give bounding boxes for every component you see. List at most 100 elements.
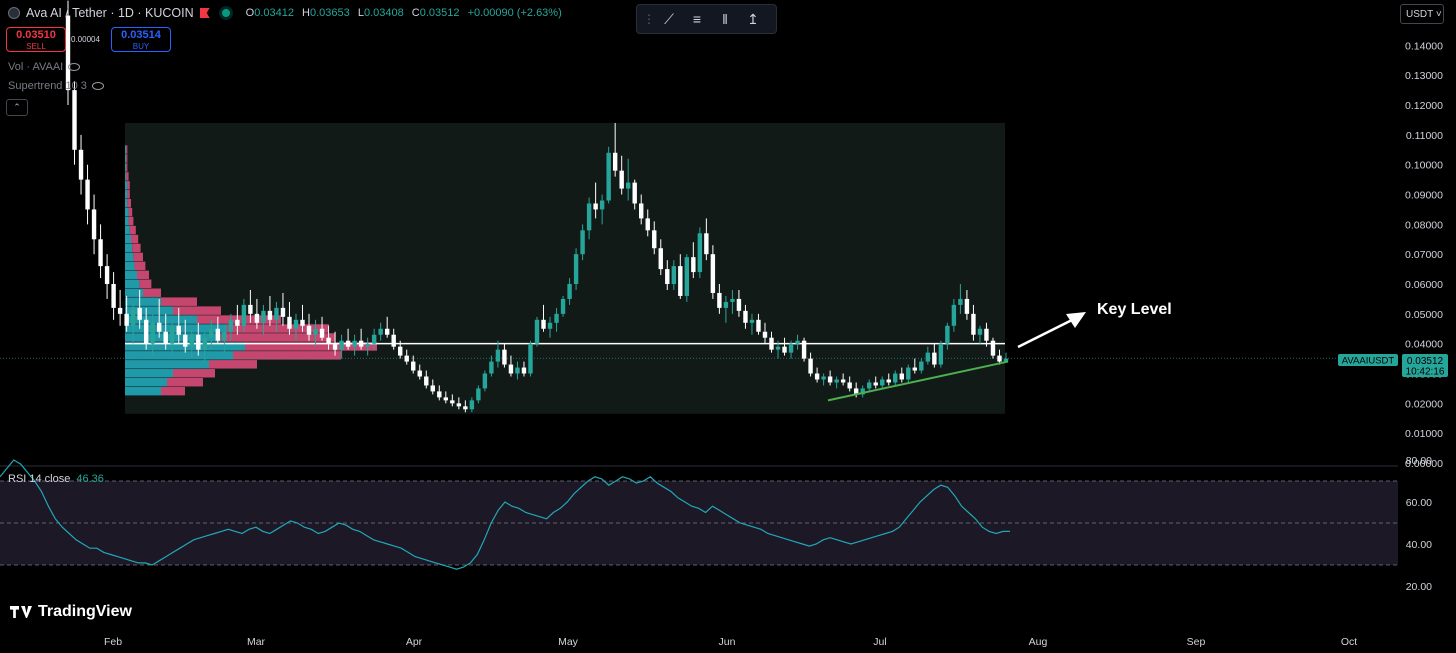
candle-body: [808, 358, 813, 374]
candle-body: [378, 328, 383, 335]
vp-bear-bar: [132, 243, 141, 253]
candle-body: [840, 379, 846, 383]
vp-bear-bar: [134, 261, 146, 271]
ohlc-open: 0.03412: [254, 7, 294, 19]
horizontal-lines-icon[interactable]: ≡: [692, 11, 702, 27]
long-position-icon[interactable]: ↥: [747, 11, 759, 27]
watermark-text: TradingView: [38, 603, 132, 620]
candle-body: [430, 385, 435, 392]
sell-button[interactable]: 0.03510 SELL: [6, 27, 66, 52]
ohlc-values: O0.03412 H0.03653 L0.03408 C0.03512 +0.0…: [246, 7, 567, 19]
candle-body: [625, 182, 631, 189]
candle-body: [332, 343, 338, 350]
candle-body: [691, 257, 696, 273]
candle-body: [456, 403, 462, 407]
vp-bull-bar: [125, 297, 161, 306]
vp-bear-bar: [137, 270, 149, 280]
candle-body: [964, 298, 970, 314]
candle-body: [599, 200, 605, 210]
drag-handle-icon[interactable]: ⋮: [643, 12, 655, 26]
collapse-legend-button[interactable]: ⌃: [6, 99, 28, 116]
candle-body: [573, 254, 579, 285]
candle-body: [997, 355, 1002, 362]
candle-body: [117, 307, 123, 314]
candle-body: [280, 307, 286, 317]
currency-select[interactable]: USDT ˅: [1400, 4, 1444, 24]
volume-profile: [125, 145, 377, 396]
candle-body: [893, 373, 898, 383]
vp-bull-bar: [125, 252, 134, 262]
candle-body: [971, 313, 976, 335]
key-level-arrow[interactable]: [1017, 312, 1086, 349]
time-axis[interactable]: Feb Mar Apr May Jun Jul Aug Sep Oct: [104, 636, 1357, 648]
candle-body: [867, 382, 872, 389]
time-tick-label: Sep: [1187, 636, 1206, 648]
sell-label: SELL: [26, 42, 46, 51]
indicator-volume[interactable]: Vol · AVAAI: [8, 61, 81, 73]
candle-body: [704, 233, 709, 255]
price-axis[interactable]: 0.14000 0.13000 0.12000 0.11000 0.10000 0.090…: [1405, 40, 1443, 470]
vp-bear-bar: [161, 297, 197, 306]
candle-body: [782, 346, 787, 353]
vp-bear-bar: [129, 225, 136, 235]
candle-body: [463, 406, 468, 410]
candle-body: [313, 328, 318, 335]
candle-body: [384, 328, 390, 335]
ohlc-close-key: C: [411, 7, 420, 19]
candle-body: [189, 334, 194, 347]
candle-body: [554, 313, 559, 323]
indicator-supertrend[interactable]: Supertrend 10 3: [8, 80, 104, 92]
candle-body: [287, 316, 292, 329]
vp-bull-bar: [125, 315, 197, 324]
candle-body: [345, 340, 351, 347]
candle-body: [632, 182, 637, 204]
fib-retracement-icon[interactable]: ‖: [722, 11, 728, 27]
vp-bull-bar: [125, 145, 127, 154]
vp-bull-bar: [125, 261, 135, 271]
candle-body: [143, 319, 149, 344]
rsi-tick-label: 60.00: [1406, 497, 1432, 509]
rsi-legend[interactable]: RSI 14 close 46.36: [8, 473, 104, 485]
vp-bull-bar: [125, 360, 209, 369]
bar-countdown: 10:42:16: [1406, 367, 1445, 378]
vp-bear-bar: [131, 234, 139, 244]
vp-bear-bar: [139, 279, 152, 288]
candle-body: [639, 203, 644, 219]
tradingview-watermark[interactable]: TradingView: [10, 603, 132, 621]
candle-body: [932, 352, 937, 365]
trend-line-icon[interactable]: ⟋: [664, 11, 674, 27]
support-trendline[interactable]: [827, 360, 1009, 402]
rsi-line: [0, 459, 1010, 570]
candle-body: [170, 325, 175, 344]
candle-body: [163, 331, 168, 344]
candle-body: [391, 334, 396, 347]
indicator-volume-label: Vol · AVAAI: [8, 61, 64, 73]
buy-button[interactable]: 0.03514 BUY: [111, 27, 171, 52]
hidden-eye-icon[interactable]: [91, 82, 104, 90]
candle-body: [547, 322, 553, 329]
vp-bear-bar: [126, 154, 128, 163]
candle-body: [124, 313, 129, 326]
symbol-title[interactable]: Ava AI / Tether · 1D · KUCOIN: [26, 6, 194, 20]
candle-body: [593, 203, 598, 210]
time-tick-label: Jun: [719, 636, 736, 648]
candle-body: [873, 382, 878, 386]
hidden-eye-icon[interactable]: [68, 63, 81, 71]
candle-body: [945, 325, 950, 344]
flag-icon[interactable]: [199, 8, 210, 18]
candle-body: [958, 298, 963, 305]
candle-body: [65, 15, 71, 91]
price-tick-label: 0.02000: [1405, 398, 1443, 410]
candle-body: [834, 379, 839, 383]
candle-body: [404, 355, 409, 362]
symbol-tag: AVAAIUSDT: [1342, 356, 1395, 367]
candle-body: [684, 257, 690, 296]
vp-bear-bar: [127, 199, 131, 208]
volume-profile-box: [125, 122, 1005, 414]
candle-body: [495, 349, 501, 362]
vp-bull-bar: [125, 279, 140, 288]
vp-bear-bar: [245, 342, 377, 351]
rsi-tick-label: 80.00: [1406, 455, 1432, 467]
vp-bull-bar: [125, 225, 130, 235]
